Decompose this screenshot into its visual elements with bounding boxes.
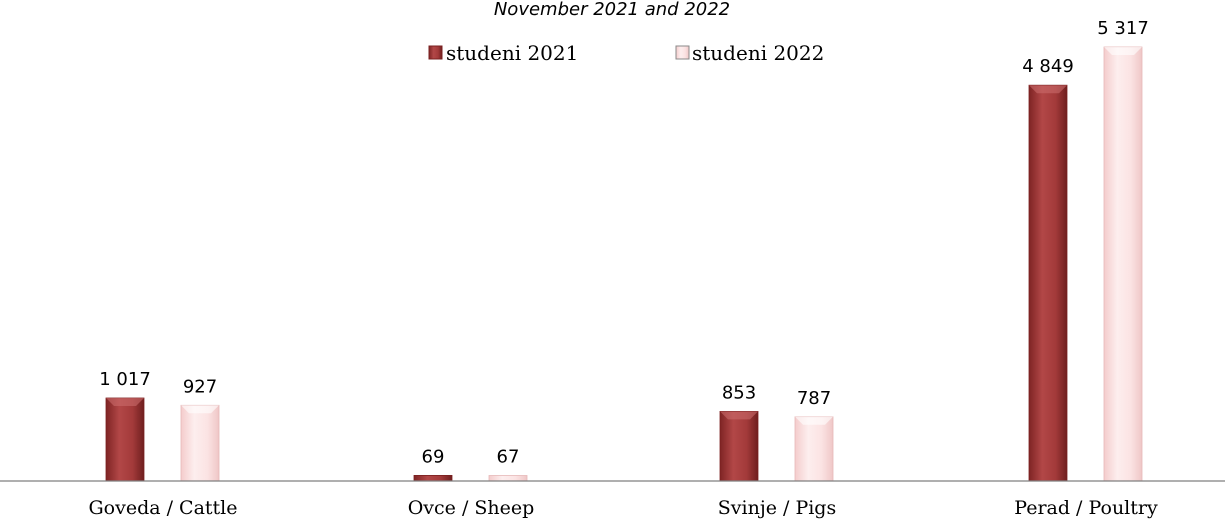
category-labels: Goveda / Cattle Ovce / Sheep Svinje / Pigs… <box>88 497 1158 519</box>
bar-2022-1 <box>488 475 528 482</box>
data-labels: 1 017 927 69 67 853 787 4 849 5 317 <box>99 18 1149 468</box>
bar-2021-0 <box>105 397 145 482</box>
legend-label-2021: studeni 2021 <box>446 41 578 65</box>
chart-title: November 2021 and 2022 <box>494 0 730 20</box>
bar-2021-1 <box>413 474 453 482</box>
bar-bevel-2022-0 <box>181 405 219 414</box>
category-label-0: Goveda / Cattle <box>88 497 237 519</box>
data-label-2022-2: 787 <box>797 388 831 409</box>
bar-bevel-2021-2 <box>720 411 758 420</box>
category-label-3: Perad / Poultry <box>1014 497 1158 519</box>
data-label-2022-3: 5 317 <box>1097 18 1149 39</box>
bar-bevel-2021-0 <box>106 398 144 406</box>
bar-bevel-2022-3 <box>1104 47 1142 55</box>
data-label-2021-1: 69 <box>422 446 445 467</box>
bar-bevel-2021-3 <box>1029 85 1067 94</box>
bar-2022-0 <box>180 404 220 482</box>
bar-2021-2 <box>719 410 759 482</box>
data-label-2021-0: 1 017 <box>99 369 151 390</box>
data-label-2022-0: 927 <box>183 376 217 397</box>
bar-2022-2 <box>794 416 834 482</box>
legend-label-2022: studeni 2022 <box>692 41 824 65</box>
data-label-2021-2: 853 <box>722 382 756 403</box>
category-label-2: Svinje / Pigs <box>718 497 836 519</box>
legend-swatch-2021 <box>428 45 443 60</box>
legend-swatch-2022 <box>675 45 690 60</box>
bar-bevel-2022-2 <box>795 416 833 425</box>
bar-2022-3 <box>1103 46 1143 482</box>
bar-2021-3 <box>1028 84 1068 482</box>
legend: studeni 2021 studeni 2022 <box>428 41 824 65</box>
category-label-1: Ovce / Sheep <box>408 497 535 519</box>
data-label-2022-1: 67 <box>497 447 520 468</box>
bars <box>105 46 1143 482</box>
data-label-2021-3: 4 849 <box>1022 56 1074 77</box>
